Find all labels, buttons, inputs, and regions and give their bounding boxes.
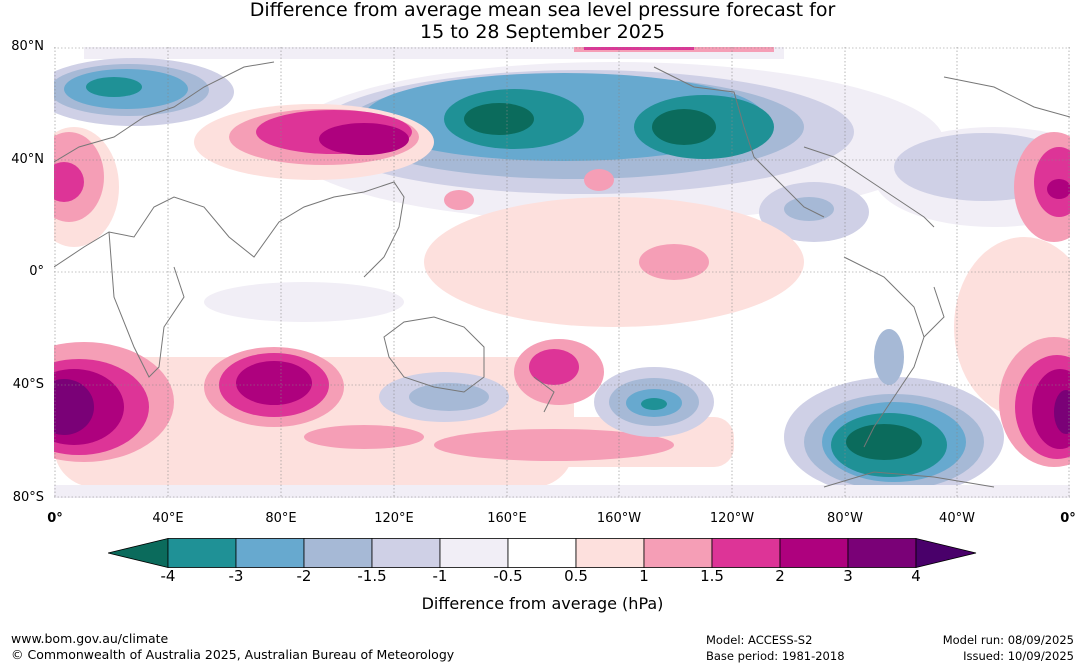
lon-label-80e: 80°E <box>265 511 297 526</box>
map-title-line-2: 15 to 28 September 2025 <box>420 21 665 43</box>
graticule <box>54 47 1070 498</box>
colorbar-cell <box>439 538 509 568</box>
colorbar-tick-label: 2 <box>775 567 785 585</box>
colorbar-tick-label: 1.5 <box>700 567 724 585</box>
lon-label-120e: 120°E <box>374 511 414 526</box>
lon-label-160w: 160°W <box>596 511 642 526</box>
lon-label-0-right: 0° <box>1060 511 1076 526</box>
colorbar-cell <box>643 538 713 568</box>
colorbar-tick-label: 0.5 <box>564 567 588 585</box>
colorbar-cell <box>303 538 373 568</box>
colorbar-tick-label: -3 <box>228 567 244 585</box>
lat-label-80s: 80°S <box>12 490 44 505</box>
colorbar-cell <box>711 538 781 568</box>
footer-model-run: Model run: 08/09/2025 <box>942 633 1074 647</box>
colorbar-cell <box>779 538 849 568</box>
pressure-anomaly-map <box>54 47 1070 498</box>
lon-label-80w: 80°W <box>827 511 863 526</box>
colorbar-tick-label: 1 <box>639 567 649 585</box>
lon-label-0-left: 0° <box>47 511 63 526</box>
colorbar-tick-label: 3 <box>843 567 853 585</box>
colorbar-tick-label: -1.5 <box>357 567 387 585</box>
lat-label-40s: 40°S <box>12 377 44 392</box>
footer-issued: Issued: 10/09/2025 <box>963 649 1074 663</box>
lon-label-40e: 40°E <box>152 511 184 526</box>
colorbar-tick-label: -0.5 <box>493 567 523 585</box>
footer-base-period: Base period: 1981-2018 <box>706 649 845 663</box>
colorbar-tick-label: 4 <box>911 567 921 585</box>
colorbar-cell <box>575 538 645 568</box>
footer-url: www.bom.gov.au/climate <box>11 631 169 646</box>
lon-label-120w: 120°W <box>709 511 755 526</box>
colorbar-cell <box>371 538 441 568</box>
colorbar-cell <box>167 538 237 568</box>
colorbar <box>108 538 977 568</box>
colorbar-tick-label: -2 <box>296 567 312 585</box>
lon-label-40w: 40°W <box>939 511 975 526</box>
footer-model: Model: ACCESS-S2 <box>706 633 813 647</box>
colorbar-tick-label: -4 <box>160 567 176 585</box>
lon-label-160e: 160°E <box>487 511 527 526</box>
colorbar-tick-label: -1 <box>432 567 448 585</box>
lat-label-0: 0° <box>29 264 44 279</box>
lat-label-40n: 40°N <box>11 152 44 167</box>
coastlines <box>54 61 1070 488</box>
colorbar-cell <box>847 538 917 568</box>
map-title-line-1: Difference from average mean sea level p… <box>249 0 836 21</box>
footer-copyright: © Commonwealth of Australia 2025, Austra… <box>11 647 455 662</box>
colorbar-extend-low <box>108 538 169 568</box>
colorbar-cell <box>235 538 305 568</box>
colorbar-cell <box>507 538 577 568</box>
colorbar-extend-high <box>915 538 977 568</box>
colorbar-label: Difference from average (hPa) <box>421 594 664 613</box>
lat-label-80n: 80°N <box>11 39 44 54</box>
